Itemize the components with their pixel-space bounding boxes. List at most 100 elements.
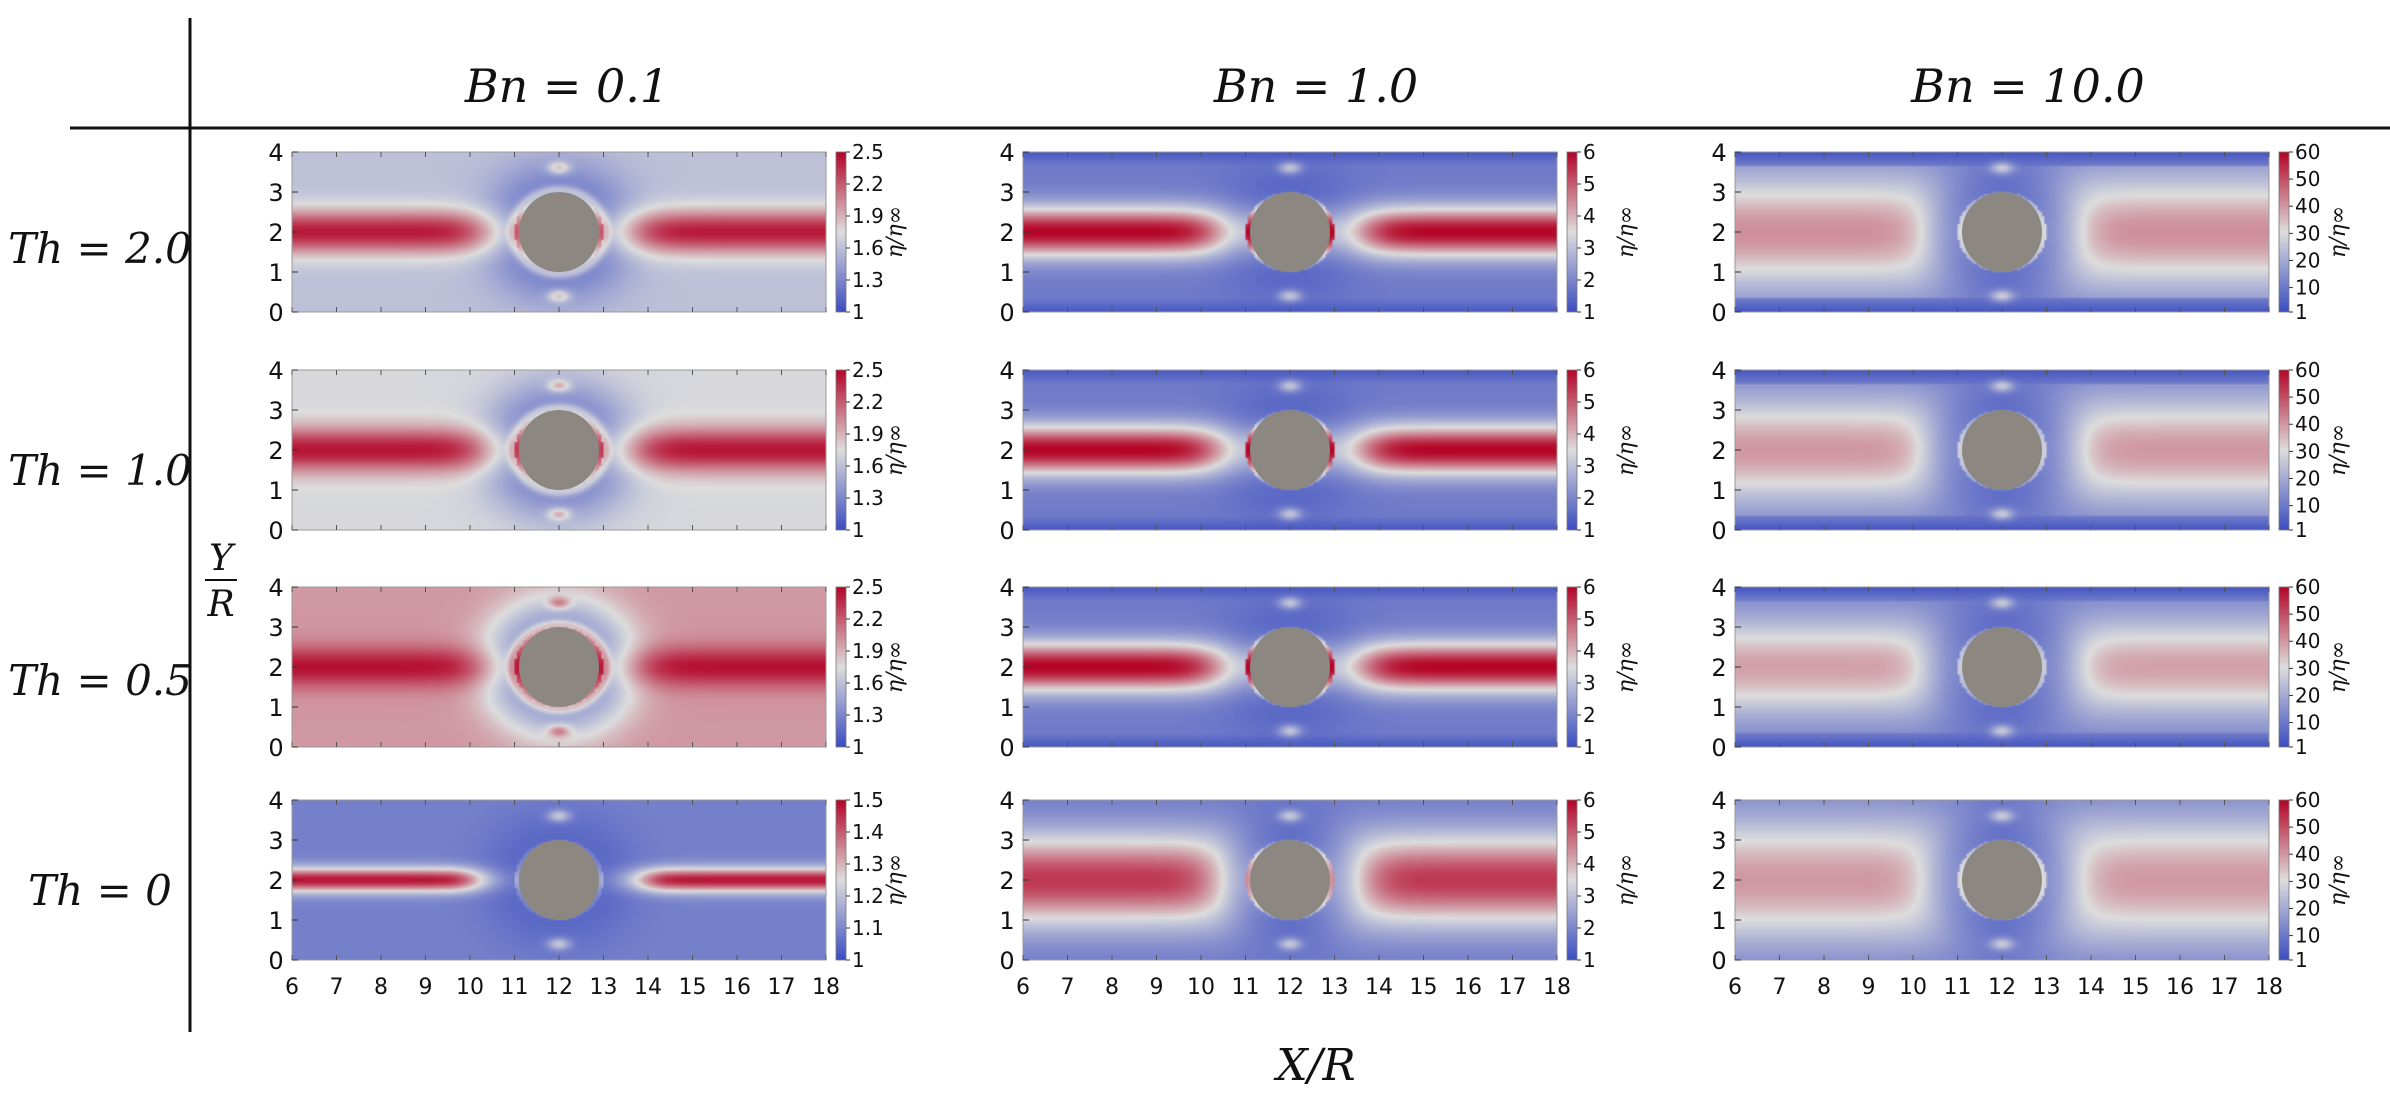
- colorbar-tick-label: 1: [2295, 518, 2308, 542]
- x-tick-label: 11: [1944, 975, 1972, 1000]
- colorbar: 1 2 3 4 5 6 η/η∞: [1566, 358, 1639, 542]
- x-tick-label: 9: [1862, 975, 1876, 1000]
- colorbar-tick-label: 50: [2295, 602, 2320, 626]
- colorbar-tick-label: 50: [2295, 167, 2320, 191]
- x-tick-label: 14: [1365, 975, 1393, 1000]
- colorbar: 1 2 3 4 5 6 η/η∞: [1566, 788, 1639, 972]
- panel-bn-0-1-th-1-0: 0 1 2 3 4 1 1.3 1.6 1.9 2.2 2.5 η/η∞: [268, 357, 908, 545]
- x-tick-label: 10: [1899, 975, 1927, 1000]
- colorbar-tick-label: 60: [2295, 140, 2320, 164]
- x-tick-label: 15: [679, 975, 707, 1000]
- colorbar-tick-label: 1: [1583, 948, 1596, 972]
- x-tick-label: 11: [501, 975, 529, 1000]
- y-tick-label: 2: [999, 437, 1014, 465]
- column-header-bn-1-0: Bn = 1.0: [1213, 59, 1418, 113]
- colorbar-tick-label: 5: [1583, 172, 1596, 196]
- y-tick-label: 2: [999, 867, 1014, 895]
- y-tick-label: 3: [1711, 179, 1726, 207]
- cylinder: [1250, 840, 1330, 920]
- colorbar-tick-label: 1: [2295, 735, 2308, 759]
- colorbar-tick-label: 1.2: [852, 884, 884, 908]
- x-tick-label: 7: [330, 975, 344, 1000]
- x-tick-label: 11: [1232, 975, 1260, 1000]
- colorbar-tick-label: 1: [2295, 948, 2308, 972]
- colorbar-tick-label: 1.6: [852, 454, 884, 478]
- colorbar-tick-label: 1.5: [852, 788, 884, 812]
- x-tick-label: 9: [1150, 975, 1164, 1000]
- colorbar-tick-label: 1.9: [852, 639, 884, 663]
- y-tick-label: 3: [268, 827, 283, 855]
- x-tick-label: 12: [1988, 975, 2016, 1000]
- y-tick-label: 1: [999, 907, 1014, 935]
- colorbar-tick-label: 40: [2295, 629, 2320, 653]
- x-tick-label: 16: [1454, 975, 1482, 1000]
- colorbar-tick-label: 2: [1583, 703, 1596, 727]
- colorbar-tick-label: 6: [1583, 788, 1596, 812]
- colorbar-label: η/η∞: [2326, 206, 2351, 258]
- y-tick-label: 1: [999, 259, 1014, 287]
- colorbar-tick-label: 2: [1583, 916, 1596, 940]
- y-tick-label: 0: [268, 734, 283, 762]
- x-tick-label: 6: [285, 975, 299, 1000]
- x-tick-label: 10: [456, 975, 484, 1000]
- x-tick-label: 14: [634, 975, 662, 1000]
- colorbar-label: η/η∞: [1614, 206, 1639, 258]
- colorbar-gradient: [835, 799, 847, 961]
- colorbar-label: η/η∞: [883, 206, 908, 258]
- x-tick-label: 6: [1728, 975, 1742, 1000]
- colorbar-tick-label: 60: [2295, 575, 2320, 599]
- colorbar: 1 1.3 1.6 1.9 2.2 2.5 η/η∞: [835, 358, 908, 542]
- colorbar-tick-label: 30: [2295, 221, 2320, 245]
- y-tick-label: 4: [999, 357, 1014, 385]
- colorbar: 1 1.3 1.6 1.9 2.2 2.5 η/η∞: [835, 140, 908, 324]
- colorbar-label: η/η∞: [883, 424, 908, 476]
- y-tick-label: 3: [1711, 397, 1726, 425]
- y-tick-label: 0: [1711, 517, 1726, 545]
- y-tick-label: 1: [268, 477, 283, 505]
- colorbar-tick-label: 1: [852, 518, 865, 542]
- row-header-th-0-5: Th = 0.5: [8, 656, 192, 705]
- x-tick-label: 8: [1105, 975, 1119, 1000]
- colorbar-tick-label: 4: [1583, 422, 1596, 446]
- colorbar-gradient: [835, 369, 847, 531]
- colorbar-tick-label: 10: [2295, 494, 2320, 518]
- colorbar-tick-label: 2.5: [852, 575, 884, 599]
- colorbar-tick-label: 50: [2295, 815, 2320, 839]
- x-tick-label: 17: [1499, 975, 1527, 1000]
- column-header-bn-0-1: Bn = 0.1: [464, 59, 669, 113]
- colorbar-label: η/η∞: [1614, 854, 1639, 906]
- row-header-th-2-0: Th = 2.0: [8, 224, 192, 273]
- colorbar-gradient: [835, 151, 847, 313]
- cylinder: [1250, 192, 1330, 272]
- colorbar-tick-label: 20: [2295, 248, 2320, 272]
- y-tick-label: 1: [1711, 477, 1726, 505]
- colorbar-tick-label: 40: [2295, 194, 2320, 218]
- x-tick-label: 18: [812, 975, 840, 1000]
- cylinder: [1962, 192, 2042, 272]
- colorbar-gradient: [1566, 586, 1578, 748]
- y-tick-label: 4: [999, 787, 1014, 815]
- y-tick-label: 3: [999, 827, 1014, 855]
- y-tick-label: 1: [1711, 259, 1726, 287]
- colorbar-tick-label: 10: [2295, 924, 2320, 948]
- colorbar-tick-label: 30: [2295, 439, 2320, 463]
- panel-bn-1-0-th-2-0: 0 1 2 3 4 1 2 3 4 5 6 η/η∞: [999, 139, 1639, 327]
- y-tick-label: 1: [268, 259, 283, 287]
- y-tick-label: 4: [999, 574, 1014, 602]
- y-tick-label: 1: [999, 477, 1014, 505]
- colorbar-tick-label: 1.4: [852, 820, 884, 844]
- column-header-bn-10-0: Bn = 10.0: [1910, 59, 2145, 113]
- x-tick-label: 9: [419, 975, 433, 1000]
- colorbar-tick-label: 4: [1583, 204, 1596, 228]
- x-tick-label: 14: [2077, 975, 2105, 1000]
- colorbar-tick-label: 1.1: [852, 916, 884, 940]
- x-tick-label: 18: [1543, 975, 1571, 1000]
- colorbar-tick-label: 4: [1583, 852, 1596, 876]
- colorbar-label: η/η∞: [1614, 424, 1639, 476]
- y-tick-label: 0: [1711, 299, 1726, 327]
- colorbar-tick-label: 20: [2295, 683, 2320, 707]
- colorbar-tick-label: 3: [1583, 884, 1596, 908]
- y-tick-label: 1: [268, 907, 283, 935]
